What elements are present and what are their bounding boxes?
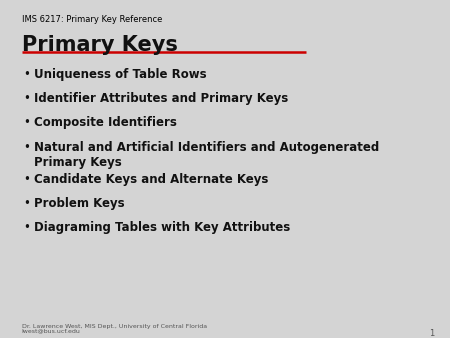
Text: 1: 1 (429, 329, 434, 338)
Text: Primary Keys: Primary Keys (22, 35, 177, 55)
Text: Problem Keys: Problem Keys (34, 197, 124, 210)
Text: Candidate Keys and Alternate Keys: Candidate Keys and Alternate Keys (34, 173, 268, 186)
Text: Natural and Artificial Identifiers and Autogenerated
Primary Keys: Natural and Artificial Identifiers and A… (34, 141, 379, 169)
Text: Uniqueness of Table Rows: Uniqueness of Table Rows (34, 68, 207, 80)
Text: lwest@bus.ucf.edu: lwest@bus.ucf.edu (22, 329, 81, 334)
Text: •: • (23, 173, 30, 186)
Text: IMS 6217: Primary Key Reference: IMS 6217: Primary Key Reference (22, 15, 162, 24)
Text: Dr. Lawrence West, MIS Dept., University of Central Florida: Dr. Lawrence West, MIS Dept., University… (22, 324, 207, 329)
Text: •: • (23, 197, 30, 210)
Text: Identifier Attributes and Primary Keys: Identifier Attributes and Primary Keys (34, 92, 288, 105)
Text: •: • (23, 221, 30, 234)
Text: •: • (23, 116, 30, 129)
Text: Diagraming Tables with Key Attributes: Diagraming Tables with Key Attributes (34, 221, 290, 234)
Text: •: • (23, 141, 30, 153)
Text: •: • (23, 92, 30, 105)
Text: Composite Identifiers: Composite Identifiers (34, 116, 176, 129)
Text: •: • (23, 68, 30, 80)
